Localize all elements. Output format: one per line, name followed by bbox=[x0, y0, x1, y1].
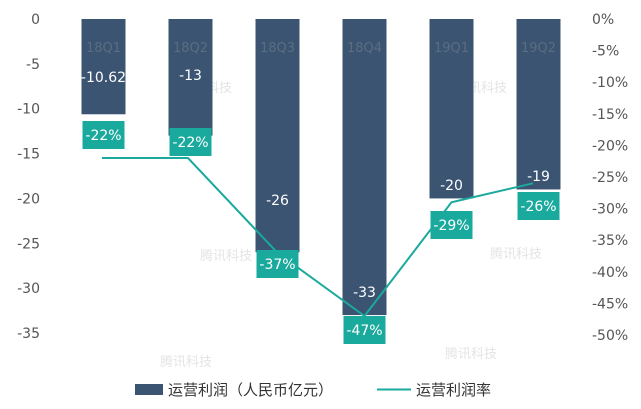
margin-line bbox=[102, 157, 534, 318]
left-tick-label: -30 bbox=[17, 281, 40, 297]
margin-value-label: -22% bbox=[85, 128, 121, 144]
bar-19Q1 bbox=[429, 19, 474, 199]
bar-value-labels: -10.62 -13 -26 -33 -20 -19 bbox=[81, 68, 550, 301]
watermark-text: 腾讯科技 bbox=[445, 346, 497, 362]
right-axis: 0% -5% -10% -15% -20% -25% -30% -35% -40% -45% -50… bbox=[592, 12, 628, 344]
category-label: 18Q2 bbox=[173, 41, 208, 56]
bar-18Q2 bbox=[168, 19, 213, 136]
left-axis: 0 -5 -10 -15 -20 -25 -30 -35 bbox=[17, 12, 40, 342]
left-tick-label: -25 bbox=[17, 236, 40, 252]
category-label: 19Q1 bbox=[434, 41, 469, 56]
right-tick-label: -15% bbox=[592, 107, 628, 123]
category-label: 19Q2 bbox=[521, 41, 556, 56]
margin-value-label: -47% bbox=[346, 323, 382, 339]
left-tick-label: -20 bbox=[17, 191, 40, 207]
margin-value-labels: -22% -22% -37% -47% -29% -26% bbox=[82, 121, 560, 344]
right-tick-label: -20% bbox=[592, 138, 628, 154]
margin-value-label: -29% bbox=[433, 218, 469, 234]
legend-bar-swatch bbox=[135, 384, 163, 395]
right-tick-label: -45% bbox=[592, 296, 628, 312]
watermark-text: 腾讯科技 bbox=[160, 354, 212, 370]
legend-line-label: 运营利润率 bbox=[416, 381, 491, 399]
left-tick-label: -35 bbox=[17, 326, 40, 342]
right-tick-label: -25% bbox=[592, 170, 628, 186]
bar-18Q3 bbox=[255, 19, 300, 253]
left-tick-label: -10 bbox=[17, 102, 40, 118]
margin-label-box bbox=[256, 250, 299, 278]
category-label: 18Q3 bbox=[260, 41, 295, 56]
bars bbox=[81, 19, 561, 316]
right-tick-label: -40% bbox=[592, 265, 628, 281]
margin-label-box bbox=[517, 192, 560, 220]
bar-value-label: -26 bbox=[266, 193, 289, 209]
watermark-text: 腾讯科技 bbox=[200, 248, 252, 264]
margin-value-label: -37% bbox=[259, 257, 295, 273]
margin-value-label: -26% bbox=[520, 199, 556, 215]
right-tick-label: -5% bbox=[592, 44, 619, 60]
right-tick-label: -30% bbox=[592, 202, 628, 218]
legend: 运营利润（人民币亿元） 运营利润率 bbox=[135, 381, 491, 399]
left-tick-label: 0 bbox=[31, 12, 40, 28]
margin-value-label: -22% bbox=[172, 135, 208, 151]
bar-19Q2 bbox=[516, 19, 561, 190]
right-tick-label: -50% bbox=[592, 328, 628, 344]
category-label: 18Q4 bbox=[347, 41, 382, 56]
margin-label-box bbox=[82, 121, 125, 149]
left-tick-label: -15 bbox=[17, 147, 40, 163]
bar-18Q4 bbox=[342, 19, 387, 316]
category-labels: 18Q1 18Q2 18Q3 18Q4 19Q1 19Q2 bbox=[86, 41, 556, 56]
margin-line-path bbox=[102, 157, 534, 318]
bar-value-label: -20 bbox=[440, 178, 463, 194]
bar-value-label: -33 bbox=[353, 285, 376, 301]
right-tick-label: 0% bbox=[592, 12, 614, 28]
margin-label-box bbox=[169, 128, 212, 156]
margin-label-box bbox=[343, 316, 386, 344]
watermark-text: 腾讯科技 bbox=[490, 246, 542, 262]
margin-label-box bbox=[430, 211, 473, 239]
bar-18Q1 bbox=[81, 19, 126, 115]
category-label: 18Q1 bbox=[86, 41, 121, 56]
bar-value-label: -19 bbox=[527, 169, 550, 185]
right-tick-label: -35% bbox=[592, 233, 628, 249]
legend-bar-label: 运营利润（人民币亿元） bbox=[168, 381, 333, 399]
left-tick-label: -5 bbox=[26, 57, 40, 73]
right-tick-label: -10% bbox=[592, 75, 628, 91]
bar-value-label: -10.62 bbox=[81, 70, 126, 86]
bar-value-label: -13 bbox=[179, 68, 202, 84]
